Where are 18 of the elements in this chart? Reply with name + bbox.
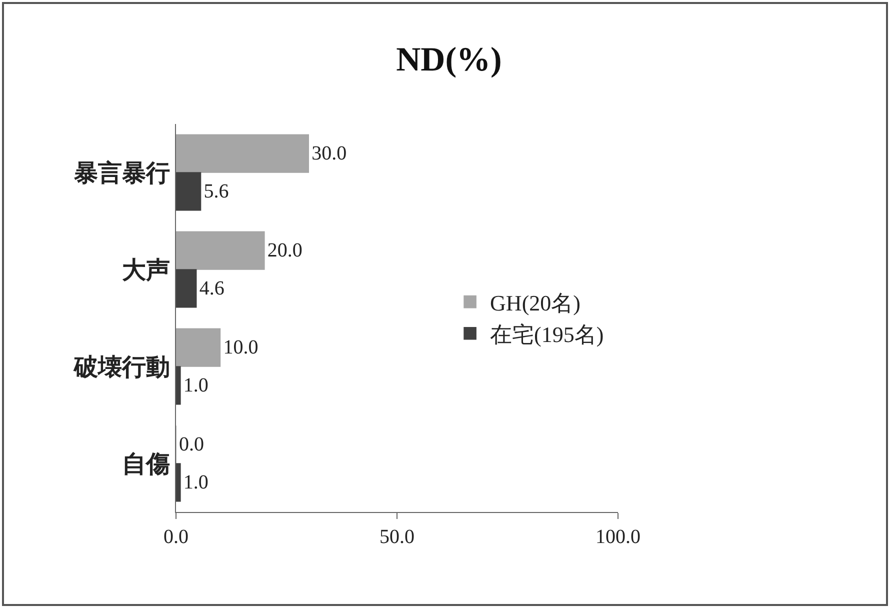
data-label: 1.0 — [183, 471, 208, 494]
data-label: 20.0 — [267, 240, 302, 262]
x-tick-label: 0.0 — [164, 526, 188, 548]
data-label: 30.0 — [312, 142, 347, 165]
x-tick-label: 100.0 — [596, 526, 640, 548]
legend-label: 在宅(195名) — [490, 322, 604, 347]
y-tick-label: 自傷 — [122, 450, 170, 478]
data-label: 10.0 — [223, 336, 258, 359]
chart-title: ND(%) — [396, 41, 502, 78]
y-tick-label: 破壊行動 — [73, 354, 170, 381]
data-label: 4.6 — [199, 277, 224, 300]
y-tick-label: 暴言暴行 — [73, 160, 170, 187]
y-tick-label: 大声 — [122, 256, 170, 284]
data-label: 1.0 — [183, 374, 208, 396]
data-label: 5.6 — [204, 180, 229, 202]
x-tick-label: 50.0 — [380, 526, 414, 548]
legend-label: GH(20名) — [490, 290, 580, 316]
data-label: 0.0 — [179, 434, 204, 456]
